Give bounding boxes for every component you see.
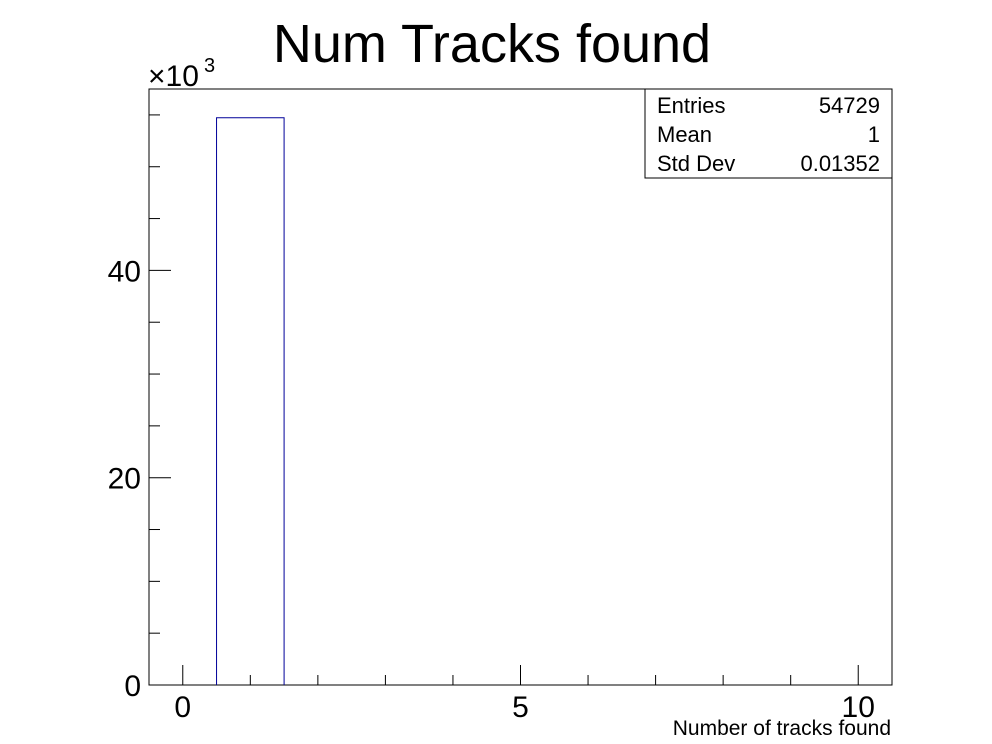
stats-mean-value: 1 <box>868 122 880 147</box>
tick-labels: 0 5 10 0 20 40 <box>108 255 875 724</box>
stats-entries-value: 54729 <box>819 93 880 118</box>
stats-mean-label: Mean <box>657 122 712 147</box>
stats-stddev-value: 0.01352 <box>800 151 880 176</box>
y-tick-label: 40 <box>108 255 141 288</box>
y-multiplier-exponent: 3 <box>204 55 215 77</box>
y-tick-label: 20 <box>108 463 141 496</box>
x-axis-label: Number of tracks found <box>673 717 891 740</box>
x-tick-label: 0 <box>174 691 191 724</box>
histogram-bar <box>216 117 285 685</box>
axis-ticks <box>149 114 859 686</box>
x-tick-label: 10 <box>842 691 875 724</box>
stats-entries-label: Entries <box>657 93 725 118</box>
stats-stddev-label: Std Dev <box>657 151 735 176</box>
x-tick-label: 5 <box>512 691 529 724</box>
histogram-bars <box>216 117 285 685</box>
y-multiplier: ×10 3 <box>148 55 215 93</box>
chart-title: Num Tracks found <box>273 14 711 74</box>
stats-box-frame <box>644 88 893 179</box>
stats-box: Entries 54729 Mean 1 Std Dev 0.01352 <box>644 88 893 179</box>
y-tick-label: 0 <box>124 670 141 703</box>
y-multiplier-base: ×10 <box>148 60 199 93</box>
